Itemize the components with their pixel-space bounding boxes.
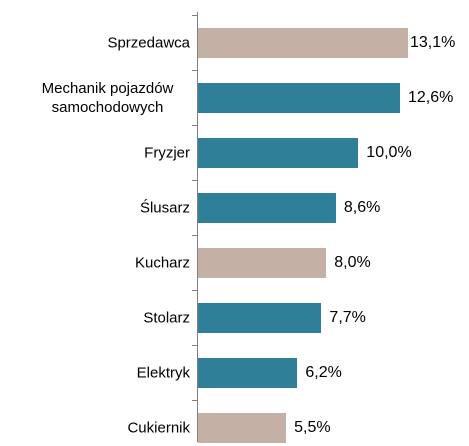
bar	[198, 192, 336, 223]
axis-tick	[192, 180, 198, 181]
value-label: 12,6%	[407, 88, 454, 106]
axis-line	[197, 12, 198, 442]
bar	[198, 412, 287, 443]
category-label: Mechanik pojazdów samochodowych	[41, 79, 174, 116]
category-label: Ślusarz	[139, 199, 190, 216]
bar	[198, 302, 322, 333]
axis-tick	[192, 290, 198, 291]
category-label: Sprzedawca	[107, 34, 190, 51]
axis-tick	[192, 70, 198, 71]
axis-tick	[192, 400, 198, 401]
axis-tick	[192, 345, 198, 346]
category-label: Elektryk	[136, 364, 190, 381]
axis-tick	[192, 235, 198, 236]
category-label: Cukiernik	[127, 419, 190, 436]
value-label: 8,0%	[334, 253, 371, 271]
category-label: Fryzjer	[144, 144, 190, 161]
value-label: 10,0%	[366, 143, 412, 161]
axis-tick	[192, 125, 198, 126]
category-label: Stolarz	[143, 309, 190, 326]
value-label: 7,7%	[329, 308, 366, 326]
bar	[198, 137, 359, 168]
bar	[198, 247, 327, 278]
value-label: 13,1%	[409, 33, 456, 51]
value-label: 6,2%	[305, 363, 342, 381]
category-label: Kucharz	[134, 254, 190, 271]
bar	[198, 82, 400, 113]
value-label: 8,6%	[343, 198, 381, 216]
value-label: 5,5%	[294, 418, 331, 436]
bar	[198, 27, 408, 58]
bar	[198, 357, 298, 388]
axis-tick	[192, 15, 198, 16]
